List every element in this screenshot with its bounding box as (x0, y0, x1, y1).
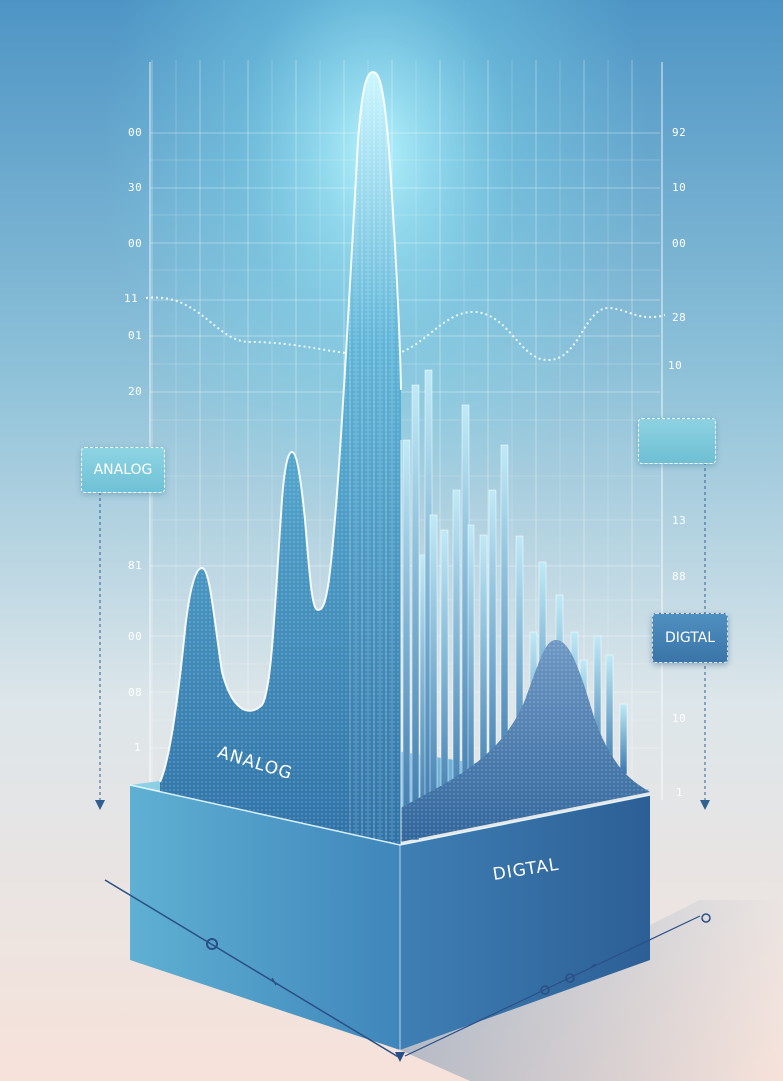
right-tick-label: 10 (672, 712, 687, 725)
axis-dot-icon (701, 913, 711, 923)
left-tick-label: 1 (134, 741, 142, 754)
left-tick-label: 00 (128, 126, 143, 139)
dotted-analog-wave (145, 296, 666, 362)
axis-dot-icon (540, 985, 550, 995)
left-tick-label: 08 (128, 686, 143, 699)
right-tick-label: 10 (668, 359, 683, 372)
bottom-axis-left (104, 879, 405, 1062)
blank-tag (638, 418, 716, 464)
analog-tag: ANALOG (81, 447, 165, 493)
left-tick-label: 00 (128, 630, 143, 643)
digital-tag: DIGTAL (652, 613, 728, 663)
base-digital-face (400, 795, 650, 1050)
right-tick-label: 1 (676, 786, 684, 799)
axis-dot-icon (565, 973, 575, 983)
left-tick-label: 30 (128, 181, 143, 194)
left-tick-label: 20 (128, 385, 143, 398)
base-analog-face (130, 785, 400, 1050)
left-tick-label: 81 (128, 559, 143, 572)
bottom-axis-right (404, 913, 711, 1057)
left-tick-label: 11 (124, 292, 139, 305)
analog-waveform (159, 70, 402, 845)
right-tick-label: 92 (672, 126, 687, 139)
axis-dot-icon (206, 938, 218, 950)
right-tick-label: 10 (672, 181, 687, 194)
left-tick-label: 00 (128, 237, 143, 250)
left-tick-label: 01 (128, 329, 143, 342)
down-arrow-icon (95, 492, 105, 810)
right-tick-label: 00 (672, 237, 687, 250)
right-tick-label: 13 (672, 514, 687, 527)
right-tick-label: 88 (672, 570, 687, 583)
right-tick-label: 28 (672, 311, 687, 324)
